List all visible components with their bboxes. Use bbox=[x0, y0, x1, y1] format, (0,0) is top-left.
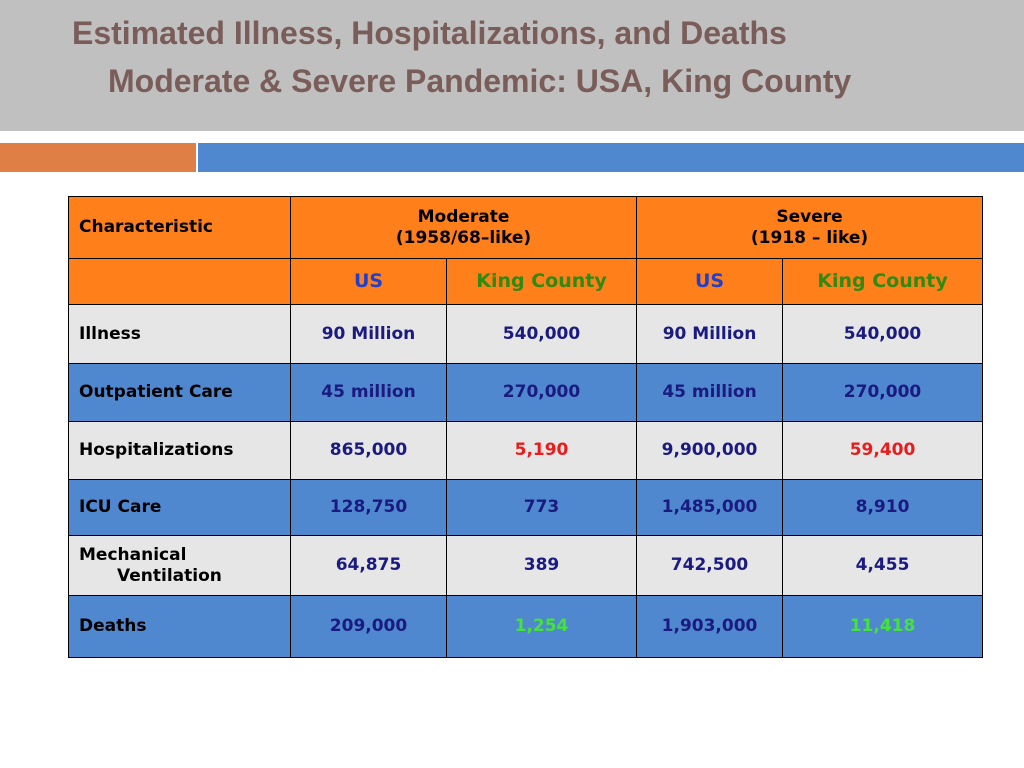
header-moderate-label: Moderate bbox=[417, 206, 510, 227]
table-cell-highlight: 59,400 bbox=[782, 421, 984, 480]
row-label: Hospitalizations bbox=[68, 421, 291, 480]
header-severe: Severe (1918 – like) bbox=[636, 196, 984, 259]
table-cell-highlight: 11,418 bbox=[782, 595, 984, 658]
accent-bar-orange bbox=[0, 143, 196, 172]
subheader-moderate-us: US bbox=[290, 258, 447, 305]
slide-title-line1: Estimated Illness, Hospitalizations, and… bbox=[72, 15, 787, 51]
row-label: Outpatient Care bbox=[68, 363, 291, 422]
table-row: ICU Care 128,750 773 1,485,000 8,910 bbox=[68, 479, 984, 536]
table-cell: 270,000 bbox=[782, 363, 984, 422]
table-row: Hospitalizations 865,000 5,190 9,900,000… bbox=[68, 421, 984, 480]
table-cell: 209,000 bbox=[290, 595, 447, 658]
table-cell: 90 Million bbox=[290, 304, 447, 364]
table-cell: 45 million bbox=[290, 363, 447, 422]
slide-title-line2: Moderate & Severe Pandemic: USA, King Co… bbox=[108, 63, 852, 99]
table-cell: 389 bbox=[445, 535, 638, 596]
table-cell-highlight: 1,254 bbox=[445, 595, 638, 658]
table-cell: 4,455 bbox=[782, 535, 984, 596]
table-row: Deaths 209,000 1,254 1,903,000 11,418 bbox=[68, 595, 984, 658]
table-cell: 540,000 bbox=[782, 304, 984, 364]
table-cell: 1,903,000 bbox=[636, 595, 784, 658]
title-band bbox=[0, 0, 1024, 131]
table-cell: 865,000 bbox=[290, 421, 447, 480]
subheader-empty bbox=[68, 258, 291, 305]
row-label: ICU Care bbox=[68, 479, 291, 536]
table-cell: 742,500 bbox=[636, 535, 784, 596]
accent-bar-blue bbox=[198, 143, 1024, 172]
subheader-moderate-king-county: King County bbox=[445, 258, 638, 305]
table-cell: 773 bbox=[445, 479, 638, 536]
row-label: Illness bbox=[68, 304, 291, 364]
header-row: Characteristic Moderate (1958/68–like) S… bbox=[68, 196, 984, 259]
subheader-severe-us: US bbox=[636, 258, 784, 305]
table-cell: 1,485,000 bbox=[636, 479, 784, 536]
row-label: Mechanical Ventilation bbox=[68, 535, 291, 596]
table-cell: 270,000 bbox=[445, 363, 638, 422]
pandemic-estimates-table: Characteristic Moderate (1958/68–like) S… bbox=[68, 196, 984, 658]
table-cell: 45 million bbox=[636, 363, 784, 422]
subheader-severe-king-county: King County bbox=[782, 258, 984, 305]
table-cell: 540,000 bbox=[445, 304, 638, 364]
header-severe-label: Severe bbox=[776, 206, 843, 227]
table-cell: 8,910 bbox=[782, 479, 984, 536]
header-moderate: Moderate (1958/68–like) bbox=[289, 196, 638, 259]
table-cell: 9,900,000 bbox=[636, 421, 784, 480]
row-label-line1: Mechanical bbox=[79, 544, 187, 565]
row-label-line2: Ventilation bbox=[117, 565, 222, 586]
table-row: Illness 90 Million 540,000 90 Million 54… bbox=[68, 304, 984, 364]
table-cell: 90 Million bbox=[636, 304, 784, 364]
table-row: Mechanical Ventilation 64,875 389 742,50… bbox=[68, 535, 984, 596]
header-characteristic: Characteristic bbox=[68, 196, 291, 259]
table-cell: 64,875 bbox=[290, 535, 447, 596]
header-moderate-note: (1958/68–like) bbox=[395, 227, 532, 248]
subheader-row: US King County US King County bbox=[68, 258, 984, 305]
table-row: Outpatient Care 45 million 270,000 45 mi… bbox=[68, 363, 984, 422]
row-label: Deaths bbox=[68, 595, 291, 658]
table-cell: 128,750 bbox=[290, 479, 447, 536]
header-severe-note: (1918 – like) bbox=[750, 227, 869, 248]
table-cell-highlight: 5,190 bbox=[445, 421, 638, 480]
